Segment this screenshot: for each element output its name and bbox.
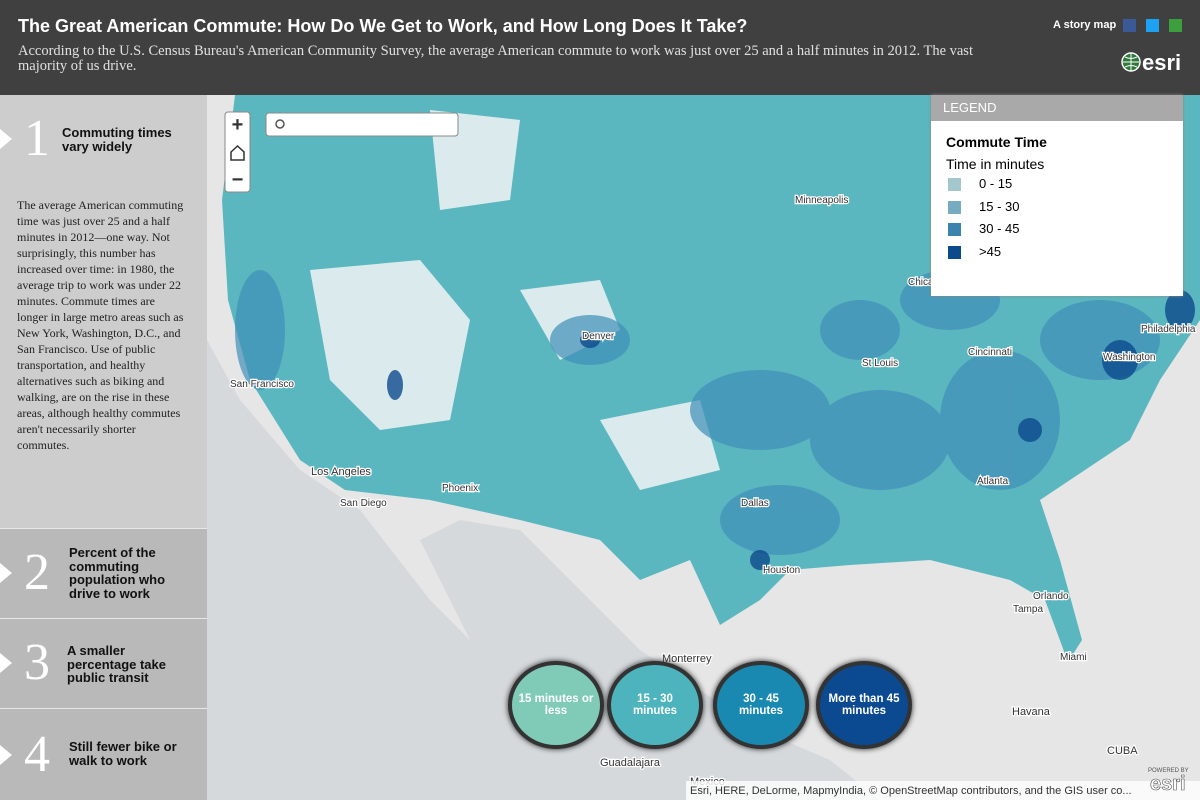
subtitle: According to the U.S. Census Bureau's Am… (18, 43, 973, 74)
section-1[interactable]: 1 Commuting times vary widely The averag… (0, 95, 207, 529)
legend-swatch (948, 178, 961, 191)
arrow (0, 653, 12, 673)
esri-logo: esri (1142, 50, 1182, 75)
city-label: St Louis (862, 358, 898, 369)
city-label: Miami (1060, 652, 1087, 663)
city-label: San Francisco (230, 379, 294, 390)
city-label: Cincinnati (968, 347, 1012, 358)
filter-button[interactable]: More than 45 minutes (816, 661, 912, 749)
facebook-button[interactable] (1123, 19, 1136, 32)
city-label: Phoenix (442, 483, 478, 494)
section-number: 3 (24, 634, 50, 691)
city-label: San Diego (340, 498, 387, 509)
city-label: CUBA (1107, 745, 1138, 757)
legend-title: Commute Time (946, 134, 1047, 150)
search-icon (275, 119, 285, 129)
city-label: Monterrey (662, 653, 712, 665)
section-number: 2 (24, 544, 50, 601)
legend-swatch (948, 223, 961, 236)
city-label: Houston (763, 565, 800, 576)
filter-button[interactable]: 15 - 30 minutes (607, 661, 703, 749)
city-label: Dallas (741, 498, 769, 509)
header: The Great American Commute: How Do We Ge… (0, 0, 1200, 95)
arrow (0, 129, 12, 149)
section-number: 4 (24, 726, 50, 783)
zoom-in-label: + (232, 114, 244, 136)
legend-header: LEGEND (931, 95, 1183, 121)
arrow (0, 745, 12, 765)
city-label: Orlando (1033, 591, 1069, 602)
legend-label: 30 - 45 (979, 221, 1020, 236)
section-body: The average American commuting time was … (17, 198, 184, 452)
city-label: Havana (1012, 706, 1051, 718)
globe-icon (1121, 52, 1141, 72)
city-label: Minneapolis (795, 195, 848, 206)
section-title: Commuting times vary widely (62, 125, 172, 154)
section-title: Percent of the commuting population who … (69, 545, 166, 601)
search-box[interactable] (265, 112, 459, 137)
section-title: Still fewer bike or walk to work (69, 739, 177, 768)
city-label: Washington (1103, 352, 1155, 363)
title: The Great American Commute: How Do We Ge… (18, 16, 748, 36)
twitter-button[interactable] (1146, 19, 1159, 32)
legend-swatch (948, 200, 961, 214)
home-button[interactable] (230, 144, 245, 161)
city-label: Philadelphia (1141, 324, 1196, 335)
section-2[interactable]: 2 Percent of the commuting population wh… (0, 529, 207, 619)
section-3[interactable]: 3 A smaller percentage take public trans… (0, 619, 207, 709)
esri-watermark: esri (1150, 773, 1186, 795)
share-button[interactable] (1169, 19, 1182, 32)
city-label: Tampa (1013, 604, 1043, 615)
attribution-bar (686, 781, 1200, 800)
cuba (1010, 700, 1150, 760)
city-label: Atlanta (977, 476, 1009, 487)
legend-label: 15 - 30 (979, 198, 1020, 214)
legend-subtitle: Time in minutes (946, 156, 1045, 172)
section-title: A smaller percentage take public transit (67, 643, 166, 685)
city-label: Denver (582, 331, 615, 342)
legend: LEGEND Commute Time Time in minutes 0 - … (931, 95, 1183, 296)
powered-by: POWERED BY (1148, 768, 1189, 774)
legend-swatch (948, 245, 961, 259)
legend-label: >45 (979, 243, 1002, 259)
zoom-control (224, 111, 251, 193)
filter-button[interactable]: 30 - 45 minutes (713, 661, 809, 749)
filter-button[interactable]: 15 minutes or less (508, 661, 604, 749)
zoom-out-label: − (232, 169, 244, 191)
story-map-label: A story map (1053, 19, 1117, 31)
section-4[interactable]: 4 Still fewer bike or walk to work (0, 709, 207, 800)
arrow (0, 563, 12, 583)
sidebar: 1 Commuting times vary widely The averag… (0, 95, 207, 800)
attribution: Esri, HERE, DeLorme, MapmyIndia, © OpenS… (690, 785, 1132, 797)
longest-commute-areas (387, 290, 1195, 570)
legend-label: 0 - 15 (979, 176, 1013, 191)
section-number: 1 (24, 110, 50, 167)
city-label: Guadalajara (600, 757, 661, 769)
city-label: Los Angeles (311, 466, 371, 478)
